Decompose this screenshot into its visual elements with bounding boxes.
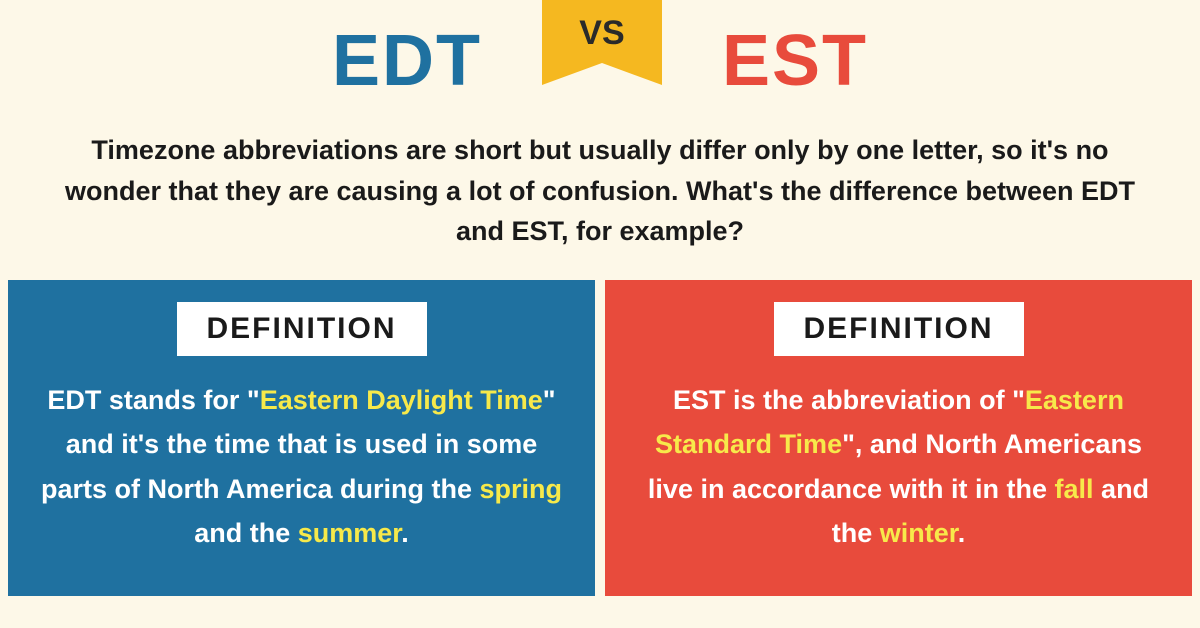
highlight-term: winter [880,518,958,548]
text-segment: EST is the abbreviation of " [673,385,1025,415]
highlight-term: spring [480,474,563,504]
highlight-term: summer [298,518,402,548]
text-segment: and the [194,518,298,548]
edt-definition-text: EDT stands for "Eastern Daylight Time" a… [36,378,567,556]
definition-label: DEFINITION [177,302,427,356]
vs-banner: VS [542,0,662,63]
edt-definition-panel: DEFINITION EDT stands for "Eastern Dayli… [8,280,595,596]
text-segment: . [958,518,966,548]
highlight-term: Eastern Daylight Time [260,385,543,415]
text-segment: . [401,518,409,548]
est-definition-text: EST is the abbreviation of "Eastern Stan… [633,378,1164,556]
left-term-title: EDT [332,20,482,102]
right-term-title: EST [722,20,868,102]
est-definition-panel: DEFINITION EST is the abbreviation of "E… [605,280,1192,596]
intro-paragraph: Timezone abbreviations are short but usu… [0,102,1200,280]
comparison-header: EDT VS EST [0,0,1200,102]
definition-panels: DEFINITION EDT stands for "Eastern Dayli… [0,280,1200,596]
highlight-term: fall [1055,474,1094,504]
text-segment: EDT stands for " [47,385,259,415]
definition-label: DEFINITION [774,302,1024,356]
